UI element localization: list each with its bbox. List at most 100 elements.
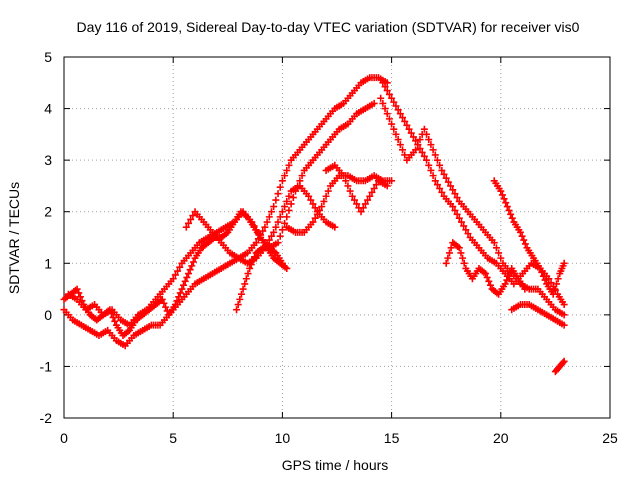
data-point [236,295,244,303]
data-point [460,222,468,230]
data-point [396,110,404,118]
data-point [248,218,256,226]
data-point [427,166,435,174]
data-point [274,218,282,226]
data-point [394,136,402,144]
data-point [357,208,365,216]
data-point [464,230,472,238]
data-point [331,223,339,231]
data-point [451,206,459,214]
data-point [560,259,568,267]
data-point [559,359,567,367]
data-point [176,289,184,297]
data-point [420,152,428,160]
data-point [249,257,257,265]
data-point [518,232,526,240]
data-point [366,192,374,200]
grid-lines [64,57,610,418]
data-point [412,146,420,154]
data-point [505,206,513,214]
data-point [379,79,387,87]
data-point [442,174,450,182]
data-point [174,267,182,275]
data-point [285,192,293,200]
x-tick-label: 20 [493,430,509,446]
data-point [498,191,506,199]
data-point [455,244,463,252]
series-track-l [508,301,568,329]
data-point [383,110,391,118]
data-point [252,239,260,247]
data-point [252,226,260,234]
data-point [497,187,505,195]
data-point [440,170,448,178]
data-point [244,270,252,278]
data-point [431,177,439,185]
data-point [181,277,189,285]
x-axis-title: GPS time / hours [282,457,389,473]
data-point [390,98,398,106]
data-point [503,276,511,284]
data-point [516,228,524,236]
data-point [189,258,197,266]
y-tick-label: 2 [44,204,52,220]
data-point [438,188,446,196]
y-axis-title: SDTVAR / TECUs [6,182,22,294]
series-track-g [322,161,391,216]
chart-title: Day 116 of 2019, Sidereal Day-to-day VTE… [77,19,580,35]
data-point [309,218,317,226]
data-point [433,181,441,189]
data-point [342,177,350,185]
plot-frame [63,56,611,419]
data-point [283,264,291,272]
data-point [508,214,516,222]
series-track-d [182,182,339,267]
data-point [399,114,407,122]
data-point [188,262,196,270]
data-point [379,99,387,107]
data-point [180,281,188,289]
data-point [423,130,431,138]
data-point [385,90,393,98]
data-point [361,200,369,208]
data-point [401,151,409,159]
data-point [457,249,465,257]
y-tick-label: 5 [44,49,52,65]
data-point [370,185,378,193]
x-tick-label: 5 [169,430,177,446]
data-point [346,187,354,195]
series-track-i [377,94,568,319]
data-point [497,254,505,262]
data-point [75,289,83,297]
data-point [483,273,491,281]
data-point [381,105,389,113]
data-point [485,277,493,285]
data-point [445,249,453,257]
data-point [536,264,544,272]
data-point [539,272,547,280]
data-point [541,276,549,284]
data-point [272,223,280,231]
data-point [560,301,568,309]
data-point [274,239,282,247]
data-point [324,187,332,195]
data-point [309,200,317,208]
data-point [184,270,192,278]
data-point [186,266,194,274]
data-point [322,192,330,200]
data-point [521,240,529,248]
data-point [383,182,391,190]
y-tick-label: -1 [40,358,53,374]
data-point [278,177,286,185]
data-point [436,185,444,193]
data-point [560,357,568,365]
data-point [311,214,319,222]
series-track-k [490,177,568,298]
data-point [263,218,271,226]
data-point [364,196,372,204]
data-point [388,177,396,185]
data-point [429,146,437,154]
data-point [444,178,452,186]
data-point [460,259,468,267]
data-point [436,161,444,169]
